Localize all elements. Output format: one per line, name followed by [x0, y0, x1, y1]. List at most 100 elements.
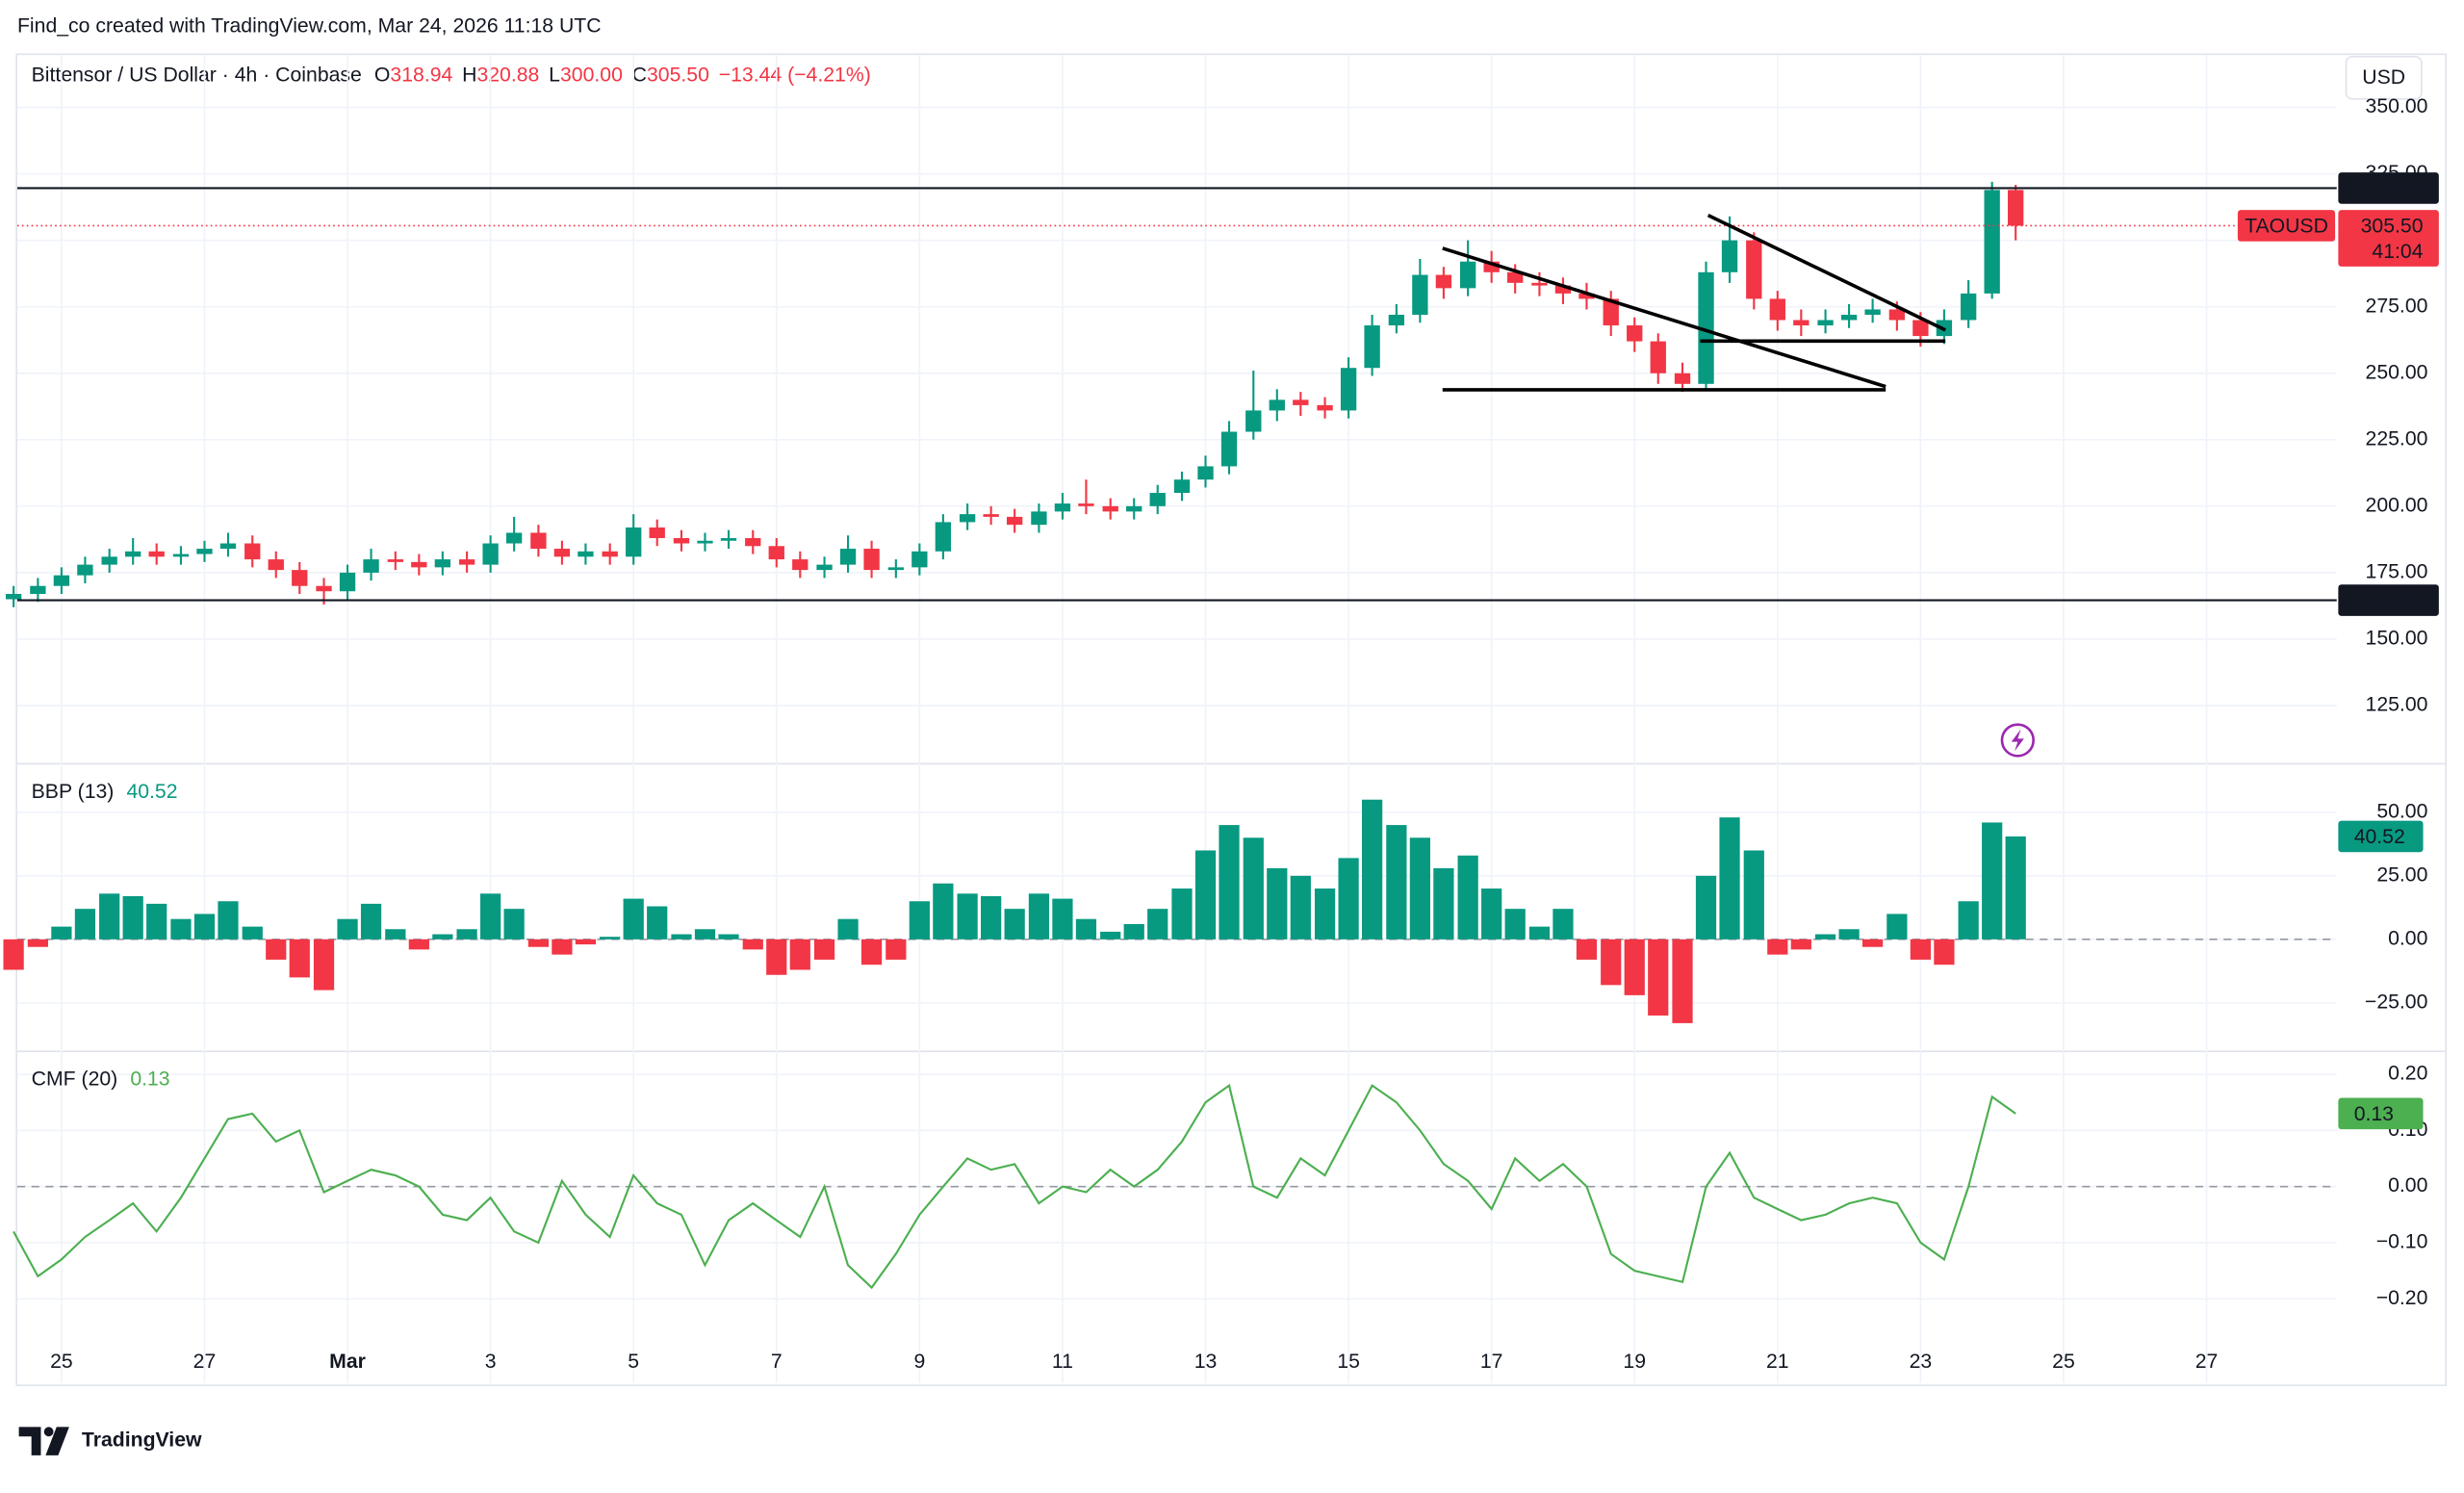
x-tick-label: 3 — [485, 1351, 497, 1373]
bar — [1767, 939, 1788, 955]
candle-body — [434, 559, 451, 568]
bar — [1338, 858, 1359, 940]
candle-body — [1531, 282, 1548, 286]
bar — [575, 939, 597, 945]
candle-body — [1746, 240, 1762, 299]
trendline — [1707, 214, 1946, 332]
bar — [1624, 939, 1645, 995]
candle-body — [53, 575, 70, 586]
countdown: 41:04 — [2372, 241, 2423, 263]
y-tick-label: 25.00 — [2376, 863, 2427, 886]
bar — [1576, 939, 1598, 960]
bar — [289, 939, 310, 978]
bar — [266, 939, 287, 960]
indicator-name: BBP (13) — [32, 780, 115, 802]
bar — [3, 939, 24, 970]
indicator-legend: BBP (13) 40.52 — [32, 780, 178, 802]
candle-body — [673, 537, 690, 544]
bar — [408, 939, 429, 950]
candle-body — [30, 585, 46, 594]
y-tick-label: 350.00 — [2366, 95, 2428, 117]
candle-body — [887, 567, 904, 571]
logo-part — [43, 1427, 54, 1437]
bar — [2005, 836, 2026, 940]
candle-body — [697, 540, 713, 544]
bar — [1219, 825, 1240, 940]
bar — [1075, 918, 1097, 940]
x-tick-label: 17 — [1480, 1351, 1503, 1373]
bar — [337, 918, 358, 940]
bar — [1100, 931, 1121, 940]
price-label-box — [2338, 584, 2439, 616]
bar — [146, 903, 167, 940]
candle-body — [1435, 274, 1452, 289]
candle-body — [172, 553, 190, 557]
bar — [623, 898, 644, 940]
y-tick-label: 175.00 — [2366, 561, 2428, 583]
candle-body — [1340, 368, 1357, 411]
candle-body — [745, 537, 761, 547]
candle-body — [602, 551, 618, 557]
candle-body — [125, 551, 141, 557]
value-label: 40.52 — [2354, 826, 2405, 848]
bar — [552, 939, 573, 955]
candle-body — [530, 532, 547, 550]
currency[interactable]: USD — [2362, 66, 2405, 89]
bar — [99, 893, 120, 940]
candle-body — [1650, 341, 1666, 373]
logo-part — [18, 1427, 41, 1455]
bar — [1481, 888, 1502, 940]
bar — [27, 939, 48, 947]
bar — [1433, 867, 1454, 940]
bar — [313, 939, 335, 991]
bar — [1361, 799, 1383, 940]
bar — [1290, 875, 1311, 940]
bar — [1601, 939, 1622, 986]
candle-body — [458, 559, 475, 565]
candle-body — [1006, 516, 1023, 526]
candle-body — [1031, 511, 1047, 526]
bar — [170, 918, 192, 940]
candle-body — [1388, 314, 1405, 326]
indicator-value: 0.13 — [130, 1068, 169, 1090]
ohlc-key: H — [462, 64, 476, 86]
x-tick-label: 21 — [1766, 1351, 1789, 1373]
bar — [432, 934, 453, 940]
bar — [1982, 822, 2003, 940]
currency-button[interactable] — [2345, 55, 2423, 100]
candle-body — [792, 559, 808, 571]
bar — [1147, 909, 1168, 940]
y-tick-label: 50.00 — [2376, 801, 2427, 823]
candle-body — [1245, 410, 1262, 432]
alert-bolt[interactable] — [2011, 729, 2024, 752]
trendlines — [1442, 214, 1946, 392]
candle-body — [1412, 274, 1428, 315]
candle-body — [1769, 298, 1785, 321]
candle-body — [1698, 271, 1714, 384]
x-tick-label: 25 — [50, 1351, 73, 1373]
candle-body — [101, 556, 117, 565]
trendline — [1442, 246, 1886, 389]
x-tick-label: 11 — [1052, 1351, 1073, 1373]
line — [13, 1083, 2016, 1290]
indicator-legend: CMF (20) 0.13 — [32, 1068, 170, 1090]
bar — [51, 926, 72, 940]
candle-body — [911, 551, 928, 568]
candle-body — [816, 564, 833, 571]
candle-body — [1483, 261, 1500, 272]
bar — [1171, 888, 1193, 940]
symbol-tag-box — [2237, 210, 2336, 242]
alert-icon[interactable] — [2000, 723, 2035, 758]
bar — [1504, 909, 1526, 940]
bar — [1243, 837, 1264, 940]
candle-body — [959, 514, 976, 523]
x-tick-label: 5 — [628, 1351, 639, 1373]
bar — [933, 883, 954, 940]
candle-body — [219, 543, 237, 550]
candle-body — [1293, 399, 1309, 405]
bar — [1314, 888, 1336, 940]
candle-body — [935, 522, 952, 552]
bar — [1743, 850, 1764, 940]
candle-body — [505, 532, 523, 544]
